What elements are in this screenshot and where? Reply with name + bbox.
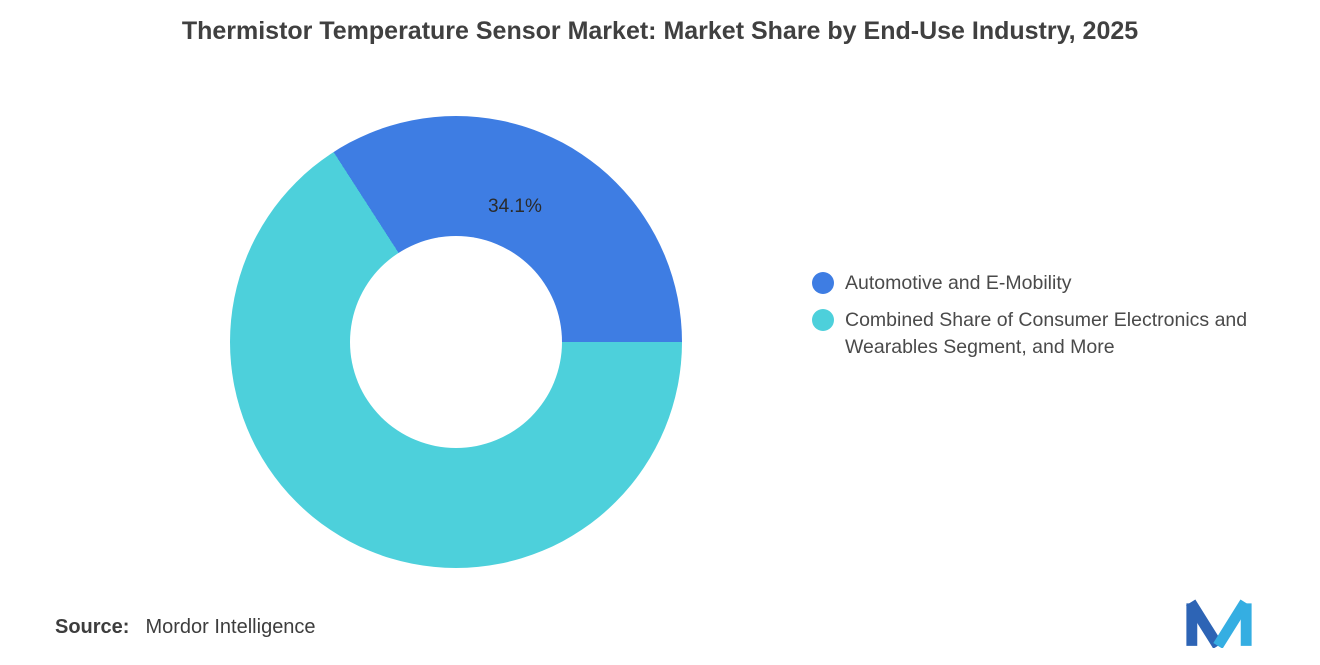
mordor-intelligence-logo: [1186, 599, 1252, 648]
source-row: Source: Mordor Intelligence: [55, 616, 316, 639]
source-value: Mordor Intelligence: [145, 616, 316, 638]
legend: Automotive and E-Mobility Combined Share…: [812, 270, 1277, 362]
source-label: Source:: [55, 616, 130, 638]
donut-hole: [350, 236, 562, 448]
legend-label-consumer-electronics: Combined Share of Consumer Electronics a…: [845, 308, 1248, 359]
chart-title: Thermistor Temperature Sensor Market: Ma…: [181, 17, 1139, 45]
slice-data-label: 34.1%: [488, 196, 542, 217]
legend-swatch-automotive: [812, 272, 834, 294]
legend-item-consumer-electronics: Combined Share of Consumer Electronics a…: [812, 307, 1277, 362]
legend-swatch-consumer-electronics: [812, 308, 834, 331]
donut-chart-area: 34.1%: [230, 116, 682, 568]
legend-item-automotive: Automotive and E-Mobility: [812, 270, 1277, 298]
legend-label-automotive: Automotive and E-Mobility: [845, 272, 1072, 294]
